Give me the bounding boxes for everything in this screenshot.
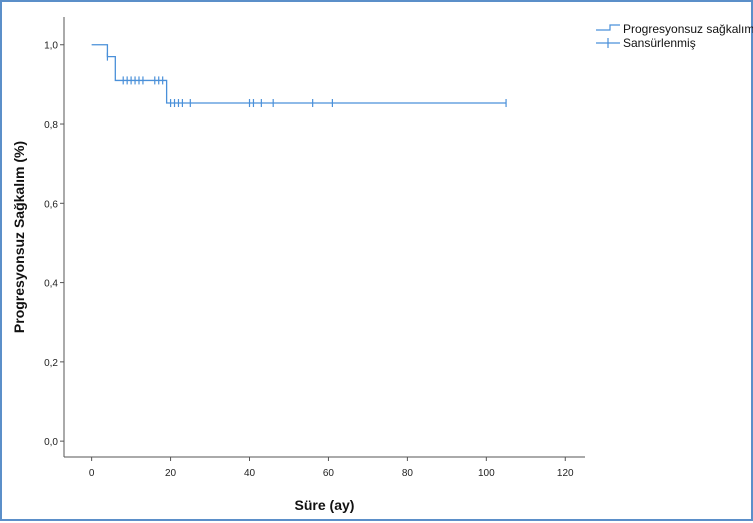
x-tick-label: 40 [244, 468, 256, 479]
legend-swatch-censor [596, 38, 620, 48]
x-tick-label: 20 [165, 468, 177, 479]
legend-label-survival: Progresyonsuz sağkalım [623, 22, 753, 36]
x-tick-label: 0 [89, 468, 95, 479]
legend-label-censored: Sansürlenmiş [623, 36, 696, 50]
x-axis-ticks: 0 20 40 60 80 100 120 [89, 457, 574, 479]
y-tick-label: 0,8 [44, 120, 58, 131]
survival-step-line [91, 44, 507, 104]
series-layer [91, 44, 507, 108]
y-tick-label: 0,4 [44, 279, 58, 290]
x-axis-label: Süre (ay) [295, 497, 355, 513]
legend: Progresyonsuz sağkalım Sansürlenmiş [596, 22, 753, 50]
y-tick-label: 0,0 [44, 437, 58, 448]
axes [63, 17, 585, 458]
y-tick-label: 0,6 [44, 199, 58, 210]
x-tick-label: 100 [478, 468, 495, 479]
y-tick-label: 1,0 [44, 41, 58, 52]
legend-swatch-step [596, 24, 620, 31]
y-tick-label: 0,2 [44, 358, 58, 369]
x-tick-label: 120 [557, 468, 574, 479]
x-tick-label: 60 [323, 468, 335, 479]
y-axis-ticks: 0,0 0,2 0,4 0,6 0,8 1,0 [44, 41, 64, 448]
y-axis-label: Progresyonsuz Sağkalım (%) [11, 141, 27, 333]
legend-step-glyph [596, 24, 620, 31]
x-tick-label: 80 [402, 468, 414, 479]
